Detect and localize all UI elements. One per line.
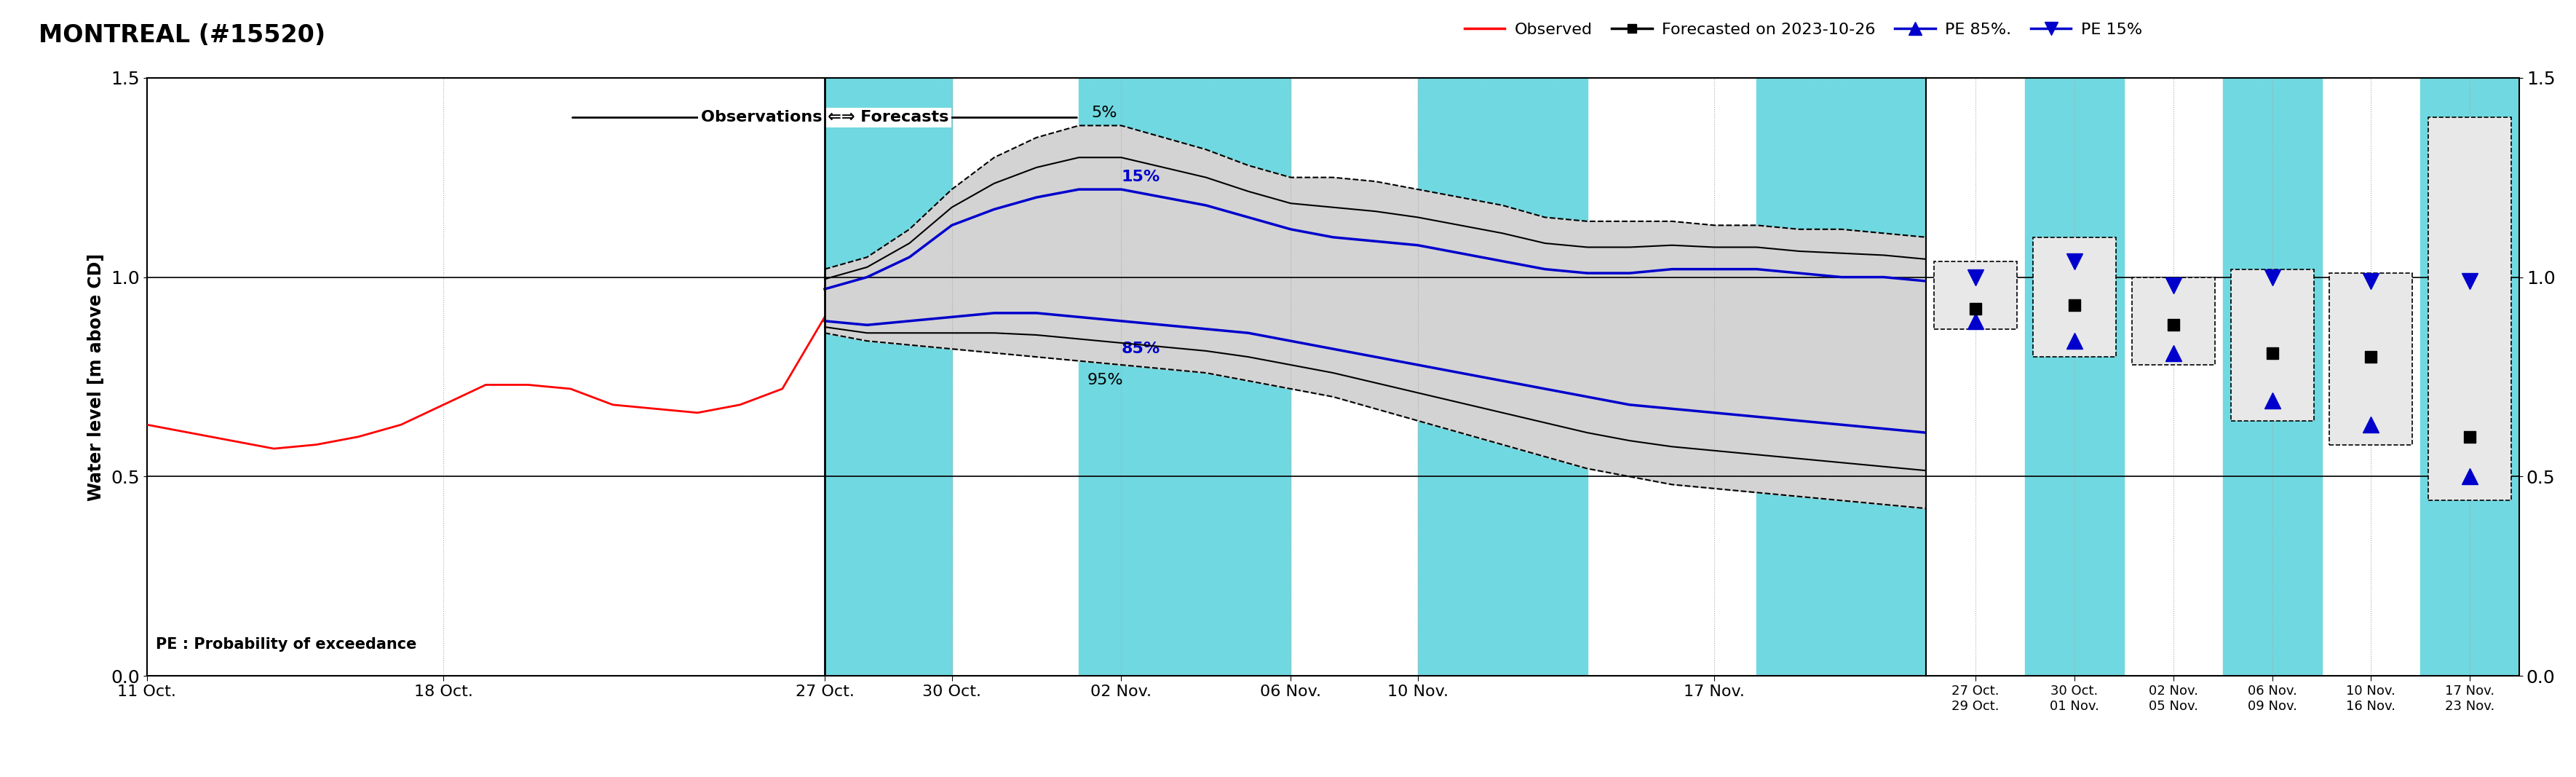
Bar <box>824 78 951 676</box>
Text: 95%: 95% <box>1087 373 1123 388</box>
Bar <box>1417 78 1587 676</box>
Legend: Observed, Forecasted on 2023-10-26, PE 85%., PE 15%: Observed, Forecasted on 2023-10-26, PE 8… <box>1458 16 2148 44</box>
FancyBboxPatch shape <box>1935 261 2017 329</box>
Bar <box>2421 78 2519 676</box>
FancyBboxPatch shape <box>2329 274 2414 444</box>
Bar <box>1757 78 1927 676</box>
Bar <box>2025 78 2123 676</box>
FancyBboxPatch shape <box>2133 277 2215 365</box>
FancyBboxPatch shape <box>2429 117 2512 500</box>
Bar <box>2223 78 2321 676</box>
Text: 85%: 85% <box>1121 341 1159 356</box>
Y-axis label: Water level [m above CD]: Water level [m above CD] <box>88 253 106 500</box>
Text: 5%: 5% <box>1092 106 1118 120</box>
Text: MONTREAL (#15520): MONTREAL (#15520) <box>39 23 325 47</box>
Text: 15%: 15% <box>1121 169 1159 184</box>
FancyBboxPatch shape <box>2231 269 2313 420</box>
Text: PE : Probability of exceedance: PE : Probability of exceedance <box>155 637 417 652</box>
Text: Observations ⇐⇒ Forecasts: Observations ⇐⇒ Forecasts <box>701 110 948 125</box>
Bar <box>1079 78 1291 676</box>
FancyBboxPatch shape <box>2032 237 2115 357</box>
